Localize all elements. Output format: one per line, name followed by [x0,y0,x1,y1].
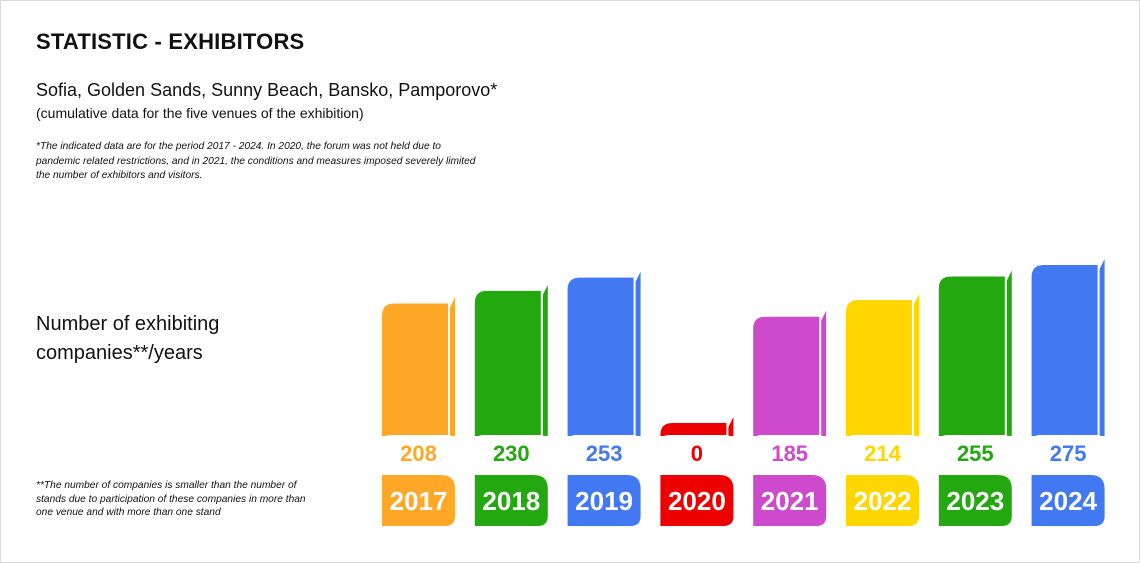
value-band-2019 [565,435,643,475]
year-tab-2022 [846,475,919,526]
value-label-2019: 253 [586,441,623,466]
value-label-2023: 255 [957,441,994,466]
year-label-2022: 2022 [854,486,912,516]
companies-footnote: **The number of companies is smaller tha… [36,480,306,518]
year-label-2023: 2023 [946,486,1004,516]
bar-fold-2022 [914,294,919,436]
bar-2020 [660,423,727,436]
value-band-2018 [472,435,550,475]
value-band-2022 [844,435,921,475]
year-label-2019: 2019 [575,486,633,516]
year-tab-2021 [753,475,827,526]
bar-2019 [567,277,634,436]
bar-fold-2018 [542,284,548,436]
value-band-2017 [380,435,457,475]
year-tab-2023 [938,475,1012,526]
chart-axis-label: Number of exhibiting companies**/years [36,313,220,364]
bar-2018 [474,290,541,436]
venues-subtitle: (cumulative data for the five venues of … [36,105,364,121]
bar-fold-2024 [1099,259,1105,436]
value-label-2021: 185 [771,441,808,466]
year-label-2021: 2021 [761,486,819,516]
bar-2024 [1031,265,1098,436]
year-label-2018: 2018 [482,486,540,516]
bar-2021 [753,316,820,436]
bar-fold-2021 [821,310,827,436]
value-band-2020 [658,435,736,475]
bar-fold-2023 [1006,270,1012,436]
value-label-2017: 208 [400,441,437,466]
year-tab-2018 [474,475,548,526]
year-tab-2017 [382,475,455,526]
page-title: STATISTIC - EXHIBITORS [36,29,305,54]
year-tab-2024 [1031,475,1105,526]
value-band-2024 [1029,435,1107,475]
year-label-2024: 2024 [1039,486,1097,516]
bar-fold-2019 [635,271,641,436]
venues-line: Sofia, Golden Sands, Sunny Beach, Bansko… [36,80,498,100]
value-band-2023 [936,435,1014,475]
bar-2023 [938,276,1005,436]
value-label-2018: 230 [493,441,530,466]
value-label-2022: 214 [864,441,901,466]
year-tab-2020 [660,475,734,526]
year-label-2020: 2020 [668,486,726,516]
value-label-2024: 275 [1050,441,1087,466]
exhibitors-bar-chart: 208 2017 230 2018 253 2019 0 2020 185 2021 214 2022… [380,259,1107,526]
value-band-2021 [751,435,829,475]
bar-2022 [846,300,912,436]
period-footnote: *The indicated data are for the period 2… [36,141,476,181]
bar-2017 [382,303,448,436]
year-tab-2019 [567,475,641,526]
value-label-2020: 0 [691,441,703,466]
bar-fold-2017 [450,297,455,436]
bar-fold-2020 [728,417,734,436]
year-label-2017: 2017 [390,486,448,516]
